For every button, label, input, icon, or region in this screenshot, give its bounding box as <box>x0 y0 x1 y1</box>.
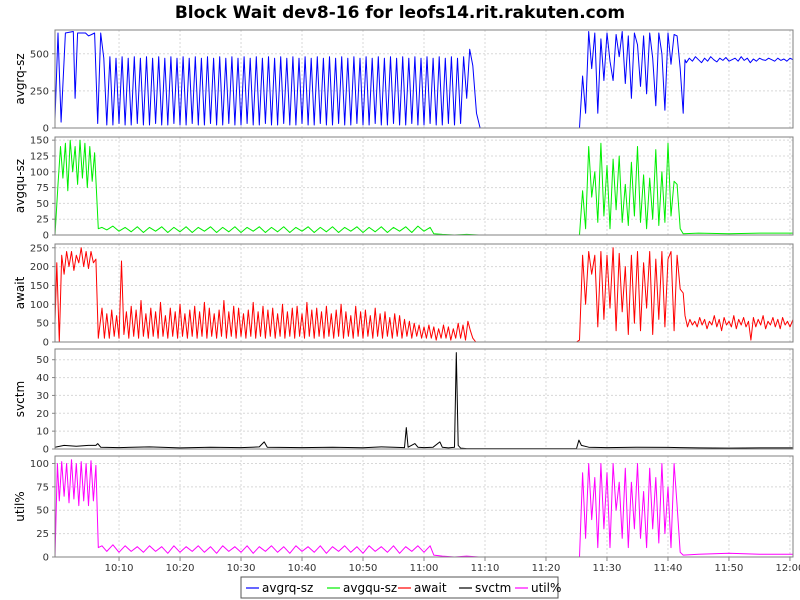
legend-label: avgqu-sz <box>343 581 397 595</box>
y-tick-label: 200 <box>30 262 49 273</box>
series-line-avgrq-sz <box>54 31 794 129</box>
y-tick-label: 30 <box>36 391 49 402</box>
y-axis-label: await <box>13 276 27 309</box>
y-tick-label: 100 <box>30 300 49 311</box>
y-axis-label: avgqu-sz <box>13 159 27 213</box>
y-tick-label: 150 <box>30 136 49 147</box>
x-tick-label: 10:50 <box>349 563 378 574</box>
panel-border <box>54 348 794 450</box>
panel-avgrq-sz: 500 250 0 avgrq-sz <box>13 29 794 135</box>
panel-border <box>54 243 794 343</box>
y-tick-label: 50 <box>36 506 49 517</box>
y-tick-label: 100 <box>30 459 49 470</box>
x-tick-label: 11:10 <box>471 563 500 574</box>
panel-border <box>54 29 794 129</box>
y-tick-label: 0 <box>43 124 49 135</box>
x-tick-label: 10:40 <box>288 563 317 574</box>
panel-util-pct: 100 75 50 25 0 util% <box>13 455 794 564</box>
legend-item-avgqu-sz: avgqu-sz <box>327 581 397 595</box>
x-tick-label: 11:40 <box>654 563 683 574</box>
y-tick-label: 0 <box>43 338 49 349</box>
panel-avgqu-sz: 150 125 100 75 50 25 0 avgqu-sz <box>13 136 794 242</box>
y-tick-label: 10 <box>36 427 49 438</box>
panels: 5002500avgrq-sz1501251007550250avgqu-sz2… <box>13 29 794 564</box>
legend-label: svctm <box>475 581 511 595</box>
chart-title: Block Wait dev8-16 for leofs14.rit.rakut… <box>175 3 625 23</box>
y-tick-label: 75 <box>36 482 49 493</box>
y-tick-label: 0 <box>43 231 49 242</box>
x-tick-label: 10:10 <box>105 563 134 574</box>
y-tick-label: 75 <box>36 183 49 194</box>
series-line-util-pct <box>54 459 793 558</box>
panel-svctm: 50 40 30 20 10 0 svctm <box>13 348 794 456</box>
y-tick-label: 250 <box>30 243 49 254</box>
y-tick-label: 50 <box>36 319 49 330</box>
y-tick-label: 20 <box>36 409 49 420</box>
legend-item-avgrq-sz: avgrq-sz <box>246 581 313 595</box>
x-tick-label: 10:20 <box>166 563 195 574</box>
y-tick-label: 50 <box>36 199 49 210</box>
y-tick-label: 0 <box>43 553 49 564</box>
legend-label: await <box>414 581 447 595</box>
y-tick-label: 0 <box>43 445 49 456</box>
y-tick-label: 40 <box>36 373 49 384</box>
y-tick-label: 150 <box>30 281 49 292</box>
series-line-avgqu-sz <box>54 139 793 236</box>
series-line-await <box>54 247 794 343</box>
y-tick-label: 250 <box>30 86 49 97</box>
legend-item-await: await <box>398 581 447 595</box>
y-axis-label: svctm <box>13 381 27 417</box>
y-tick-label: 100 <box>30 167 49 178</box>
series-line-svctm <box>54 352 793 450</box>
legend-item-svctm: svctm <box>459 581 511 595</box>
y-tick-label: 500 <box>30 49 49 60</box>
legend-label: avgrq-sz <box>262 581 313 595</box>
panel-border <box>54 136 794 236</box>
panel-await: 250 200 150 100 50 0 await <box>13 243 794 349</box>
x-tick-label: 12:00 <box>776 563 800 574</box>
x-tick-label: 11:30 <box>593 563 622 574</box>
x-tick-label: 11:00 <box>410 563 439 574</box>
y-axis-label: util% <box>13 491 27 521</box>
legend: avgrq-sz avgqu-sz await svctm util% <box>240 576 561 599</box>
y-tick-label: 125 <box>30 151 49 162</box>
y-tick-label: 25 <box>36 215 49 226</box>
x-tick-label: 10:30 <box>227 563 256 574</box>
legend-item-util-pct: util% <box>515 581 561 595</box>
x-tick-label: 11:50 <box>715 563 744 574</box>
y-tick-label: 50 <box>36 355 49 366</box>
x-axis: 10:10 10:20 10:30 10:40 10:50 11:00 11:10 11:20… <box>105 557 800 574</box>
y-tick-label: 25 <box>36 529 49 540</box>
y-axis-label: avgrq-sz <box>13 53 27 104</box>
legend-label: util% <box>531 581 561 595</box>
x-tick-label: 11:20 <box>532 563 561 574</box>
